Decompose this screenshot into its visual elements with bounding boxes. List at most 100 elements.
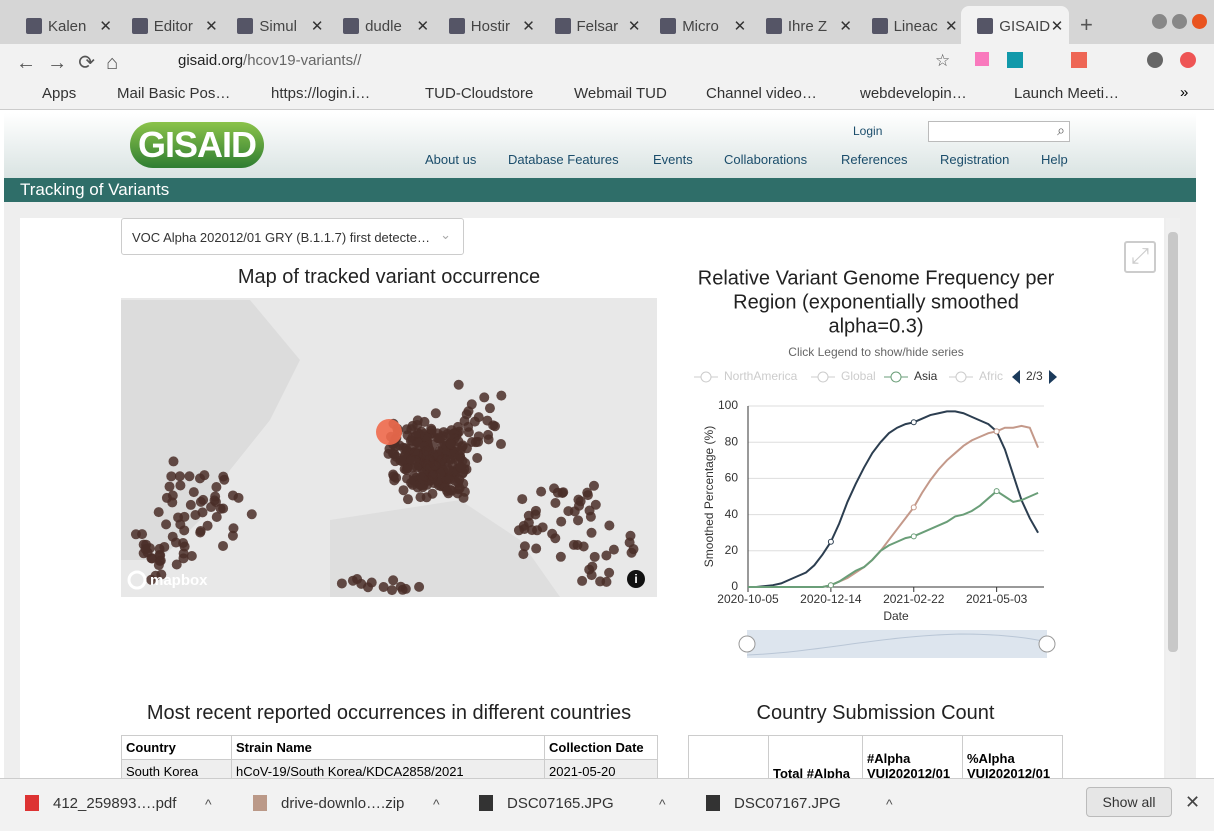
bookmark[interactable]: Mail Basic Pos… (117, 85, 231, 102)
tab-close[interactable]: ✕ (205, 18, 218, 35)
close-downloads[interactable]: ✕ (1185, 792, 1201, 812)
download-item[interactable]: drive-downlo….zip (281, 795, 405, 812)
map-dot (202, 520, 213, 531)
download-item[interactable]: DSC07165.JPG (507, 795, 614, 812)
tab[interactable]: Hostir ✕ (439, 8, 543, 44)
nav-link[interactable]: Events (653, 152, 693, 167)
tab[interactable]: GISAID ✕ (967, 8, 1071, 44)
new-tab[interactable]: + (1080, 12, 1093, 37)
download-item[interactable]: DSC07167.JPG (734, 795, 841, 812)
map-dot (412, 438, 423, 449)
nav-link[interactable]: Registration (940, 152, 1010, 167)
tab-close[interactable]: ✕ (522, 18, 535, 35)
bookmark[interactable]: Launch Meeti… (1014, 85, 1120, 102)
range-slider[interactable] (747, 630, 1047, 658)
tab-close[interactable]: ✕ (416, 18, 430, 35)
fullscreen-button[interactable]: ⤢ (1124, 241, 1156, 273)
td: 2021-05-20 (544, 759, 658, 778)
map-dot (352, 574, 363, 585)
point-marker (910, 533, 917, 540)
tab-close[interactable]: ✕ (99, 18, 112, 35)
tab[interactable]: Ihre Z ✕ (756, 8, 860, 44)
variant-select[interactable]: VOC Alpha 202012/01 GRY (B.1.1.7) first … (121, 218, 464, 255)
map-dot (398, 485, 409, 496)
legend-item[interactable]: Global (841, 369, 876, 383)
download-bar (0, 778, 1214, 831)
mapbox-logo: mapbox (150, 572, 208, 589)
star[interactable]: ☆ (935, 51, 951, 70)
x-tick-label: 2020-10-05 (717, 592, 779, 606)
tab[interactable]: dudle ✕ (333, 8, 437, 44)
bookmark[interactable]: https://login.i… (271, 85, 371, 102)
download-item[interactable]: 412_259893….pdf (53, 795, 177, 812)
map-dot (466, 399, 477, 410)
search-box[interactable]: ⌕ (928, 121, 1070, 142)
login[interactable]: Login (853, 124, 883, 138)
map-dot (513, 525, 524, 536)
omnibox[interactable] (146, 47, 966, 75)
legend-item[interactable]: NorthAmerica (724, 369, 798, 383)
tab[interactable]: Editor ✕ (122, 8, 226, 44)
legend-marker (817, 371, 829, 383)
slider-handle[interactable] (738, 635, 756, 653)
legend-item[interactable]: Afric (979, 369, 1003, 383)
map-dot (495, 439, 506, 450)
chart-title: Region (exponentially smoothed (733, 291, 1019, 313)
map-dot (421, 459, 432, 470)
tab[interactable]: Lineac ✕ (862, 8, 966, 44)
map-dot (185, 499, 196, 510)
tab[interactable]: Micro ✕ (650, 8, 754, 44)
tab-close[interactable]: ✕ (945, 18, 958, 35)
bookmark[interactable]: Webmail TUD (574, 85, 667, 102)
download-menu[interactable]: ^ (205, 796, 212, 812)
map-dot (174, 471, 185, 482)
bookmark[interactable]: Apps (42, 85, 77, 102)
tab-close[interactable]: ✕ (733, 18, 747, 35)
download-menu[interactable]: ^ (659, 796, 666, 812)
map-dot (446, 485, 457, 496)
slider-preview (746, 633, 1048, 656)
map-dot (417, 474, 428, 485)
tab[interactable]: Kalen ✕ (16, 8, 120, 44)
legend-item[interactable]: Asia (914, 369, 938, 383)
slider-handle[interactable] (1038, 635, 1056, 653)
nav-link[interactable]: Collaborations (724, 152, 808, 167)
tab-close[interactable]: ✕ (839, 18, 852, 35)
map-dot (608, 544, 619, 555)
tab-icon (977, 18, 994, 34)
bookmark[interactable]: TUD-Cloudstore (425, 85, 534, 102)
nav-buttons[interactable]: ← → ⟳ ⌂ (16, 52, 119, 74)
map-dot (601, 550, 612, 561)
more-bookmarks[interactable]: » (1180, 84, 1189, 101)
map-dot (584, 505, 595, 516)
bookmark[interactable]: webdevelopin… (860, 85, 967, 102)
map-dot (210, 491, 221, 502)
series-line (748, 489, 1039, 588)
bookmark[interactable]: Channel video… (706, 85, 817, 102)
tab-close[interactable]: ✕ (627, 18, 641, 35)
tab-close[interactable]: ✕ (1050, 18, 1064, 35)
nav-link[interactable]: Database Features (508, 152, 619, 167)
logo[interactable]: GISAID (130, 122, 264, 168)
info-icon[interactable] (627, 570, 645, 588)
x-axis-label: Date (883, 609, 909, 623)
map-dot (218, 503, 229, 514)
nav-link[interactable]: Help (1041, 152, 1068, 167)
tab-icon (448, 18, 465, 34)
map-dot (175, 519, 186, 530)
banner: Tracking of Variants (4, 178, 1196, 202)
tab-title: Ihre Z (787, 18, 828, 35)
download-menu[interactable]: ^ (886, 796, 893, 812)
nav-link[interactable]: References (841, 152, 908, 167)
show-all[interactable]: Show all (1086, 787, 1172, 817)
tab[interactable]: Felsar ✕ (545, 8, 649, 44)
y-tick-label: 60 (725, 471, 739, 485)
legend-prev (1012, 370, 1020, 384)
tab[interactable]: Simul ✕ (227, 8, 331, 44)
map-dot (178, 553, 189, 564)
nav-link[interactable]: About us (425, 152, 477, 167)
download-icon (253, 795, 267, 811)
download-menu[interactable]: ^ (433, 796, 440, 812)
tab-close[interactable]: ✕ (310, 18, 324, 35)
map-dot (175, 480, 186, 491)
